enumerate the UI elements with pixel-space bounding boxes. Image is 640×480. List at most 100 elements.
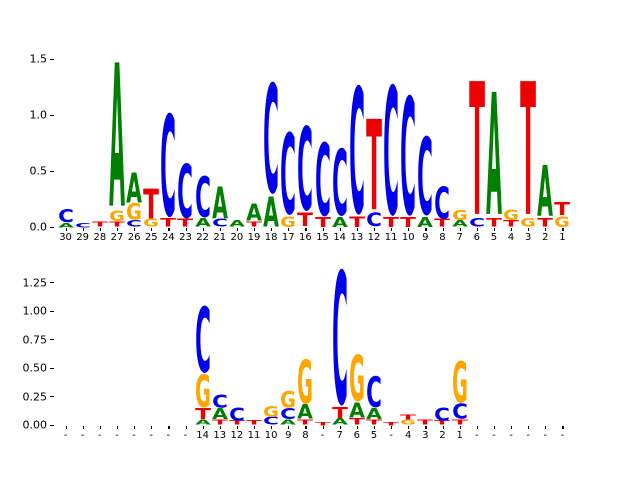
svg-text:G: G: [126, 200, 142, 226]
x-tick-mark: [236, 228, 239, 231]
x-tick-label: -: [80, 430, 85, 441]
svg-text:T: T: [229, 419, 246, 426]
logo-letter-T: T: [229, 419, 246, 426]
svg-text:T: T: [520, 45, 536, 257]
y-tick-label: 0.25: [22, 390, 48, 403]
logo-letter-T: T: [555, 199, 572, 220]
x-tick-label: 25: [144, 232, 158, 243]
svg-text:A: A: [195, 216, 212, 230]
x-tick-label: 1: [456, 430, 463, 441]
svg-text:A: A: [212, 406, 228, 423]
x-tick-label: -: [509, 430, 513, 441]
logo-letter-G: G: [126, 200, 142, 226]
x-tick-label: 10: [264, 430, 278, 441]
svg-text:A: A: [332, 417, 348, 427]
logo-letter-C: C: [212, 391, 228, 412]
logo-letter-C: C: [315, 123, 331, 238]
svg-text:G: G: [452, 209, 468, 224]
x-tick-label: 24: [161, 232, 175, 243]
y-tick-label: 0.0: [29, 220, 48, 234]
logo-letter-A: A: [417, 215, 433, 230]
logo-letter-G: G: [349, 343, 365, 415]
svg-text:A: A: [195, 418, 212, 427]
svg-text:A: A: [486, 60, 502, 255]
x-tick-label: 15: [316, 232, 329, 243]
logo-letter-C: C: [178, 150, 194, 236]
logo-letter-C: C: [435, 404, 451, 425]
logo-letter-T: T: [400, 215, 416, 230]
logo-letter-C: C: [263, 415, 279, 427]
x-tick-mark: [288, 228, 290, 231]
x-tick-label: 30: [59, 232, 72, 243]
logo-letter-T: T: [298, 418, 314, 427]
logo-letter-T: T: [315, 421, 332, 426]
x-tick-label: 4: [405, 430, 412, 441]
logo-letter-C: C: [298, 106, 314, 238]
x-tick-mark: [134, 228, 136, 231]
svg-text:T: T: [298, 209, 314, 232]
x-tick-label: -: [320, 430, 325, 441]
svg-text:A: A: [298, 401, 314, 424]
svg-text:T: T: [315, 421, 332, 426]
x-tick-mark: [322, 228, 324, 231]
x-tick-mark: [185, 228, 187, 231]
logo-letter-T: T: [417, 418, 433, 427]
logo-letter-C: C: [349, 52, 365, 253]
y-tick-label: 1.5: [29, 52, 48, 66]
logo-letter-C: C: [452, 400, 468, 424]
svg-text:T: T: [486, 216, 502, 230]
svg-text:A: A: [229, 219, 246, 229]
logo-letter-C: C: [280, 406, 296, 423]
x-tick-label: 5: [490, 232, 498, 243]
svg-text:C: C: [212, 217, 228, 229]
y-tick-mark: [50, 114, 54, 116]
svg-text:T: T: [160, 216, 176, 230]
svg-text:T: T: [537, 216, 553, 230]
x-tick-label: 26: [127, 232, 141, 243]
svg-text:C: C: [435, 404, 451, 425]
logo-letter-A: A: [452, 219, 469, 229]
x-tick-label: -: [149, 430, 154, 441]
svg-text:T: T: [315, 215, 331, 230]
logo-letter-T: T: [435, 217, 452, 229]
svg-text:C: C: [469, 216, 485, 230]
x-tick-mark: [202, 228, 204, 231]
x-tick-mark: [493, 228, 496, 231]
x-tick-label: 20: [230, 232, 244, 243]
logo-letter-A: A: [212, 179, 228, 230]
x-tick-mark: [271, 426, 273, 429]
svg-text:C: C: [178, 150, 194, 236]
x-tick-label: 11: [247, 430, 261, 441]
svg-text:T: T: [349, 417, 365, 427]
svg-text:T: T: [555, 199, 572, 220]
x-tick-mark: [356, 228, 359, 231]
svg-text:C: C: [263, 56, 279, 228]
x-tick-label: 6: [473, 232, 480, 243]
x-tick-mark: [254, 228, 256, 231]
x-tick-label: 8: [302, 430, 309, 441]
logo-letter-A: A: [109, 23, 125, 252]
logo-letter-T: T: [486, 216, 502, 230]
y-tick-label: 0.5: [29, 164, 48, 178]
logo-letter-G: G: [143, 217, 159, 229]
logo-letter-T: T: [366, 95, 382, 239]
x-tick-label: 27: [110, 232, 124, 243]
svg-text:T: T: [332, 405, 349, 422]
x-tick-mark: [99, 426, 102, 429]
svg-text:G: G: [143, 217, 159, 229]
logo-letter-A: A: [332, 215, 348, 230]
svg-text:C: C: [75, 222, 91, 229]
svg-text:C: C: [383, 53, 399, 255]
x-tick-mark: [271, 228, 273, 231]
svg-text:G: G: [298, 350, 314, 418]
svg-text:T: T: [298, 418, 314, 427]
logo-letter-C: C: [212, 217, 228, 229]
logo-letter-G: G: [452, 352, 468, 417]
svg-text:T: T: [212, 418, 228, 427]
x-tick-label: 18: [264, 232, 278, 243]
svg-text:C: C: [58, 206, 74, 227]
x-tick-label: 9: [422, 232, 429, 243]
svg-text:T: T: [143, 180, 159, 228]
y-tick-mark: [50, 282, 54, 284]
